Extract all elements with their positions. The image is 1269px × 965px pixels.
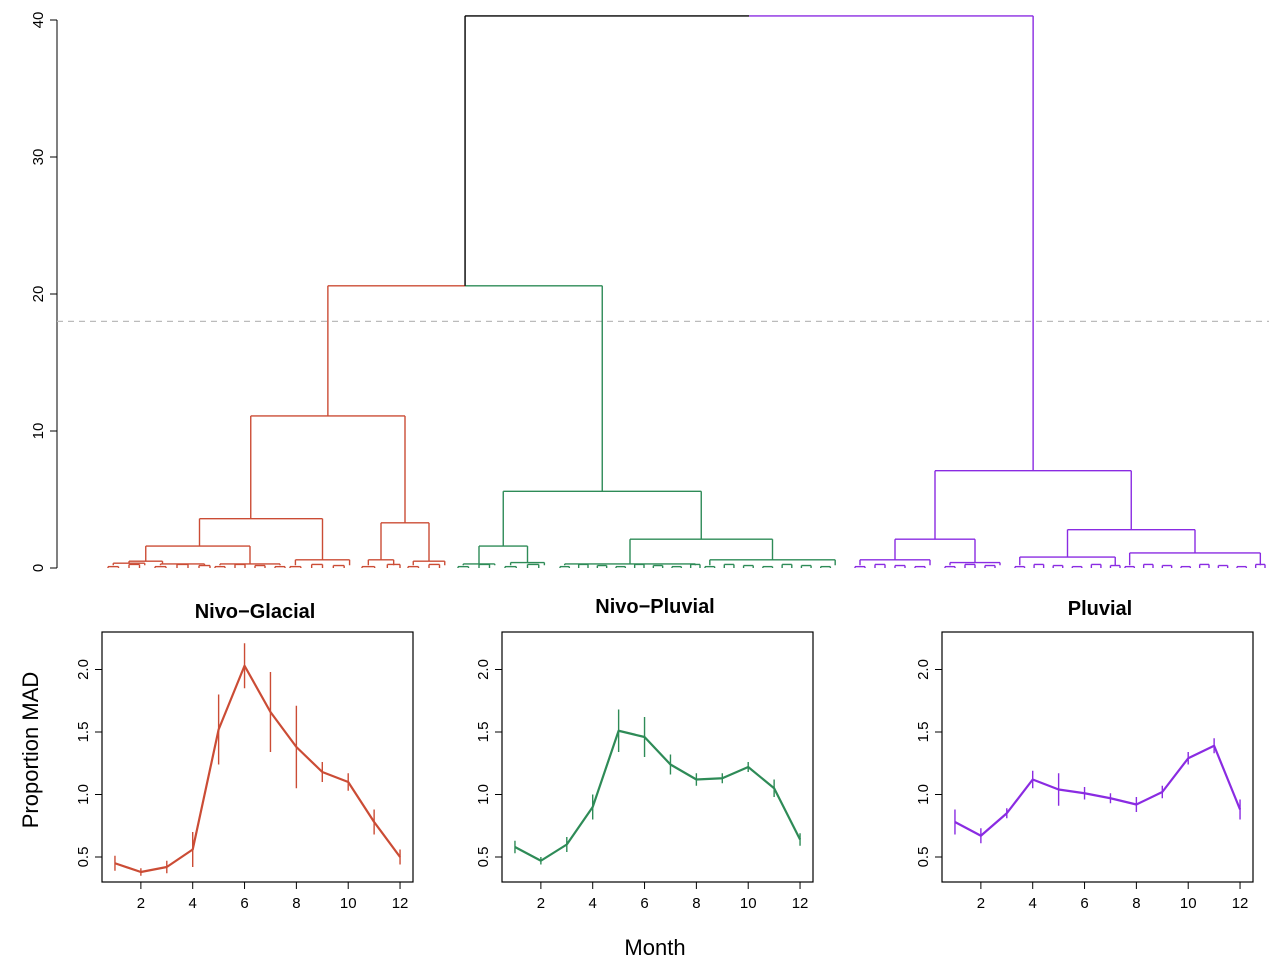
y-tick-label: 1.5 (475, 722, 492, 743)
y-tick-label: 2.0 (75, 659, 92, 680)
x-tick-label: 10 (340, 895, 357, 912)
plot-frame (941, 631, 1254, 883)
dendrogram: 0 10 20 30 40 (30, 12, 1269, 572)
x-tick-label: 8 (1132, 895, 1140, 912)
x-tick-label: 6 (240, 895, 248, 912)
dendro-y-tick-label: 20 (30, 286, 47, 303)
x-tick-label: 12 (392, 895, 409, 912)
x-tick-label: 6 (1080, 895, 1088, 912)
x-tick-label: 2 (137, 895, 145, 912)
y-tick-label: 1.0 (915, 784, 932, 805)
y-tick-label: 1.0 (475, 784, 492, 805)
x-tick-label: 12 (1232, 895, 1249, 912)
x-tick-label: 2 (537, 895, 545, 912)
dendro-y-tick-label: 30 (30, 149, 47, 166)
y-tick-label: 1.5 (75, 722, 92, 743)
x-tick-label: 8 (292, 895, 300, 912)
panel-title: Nivo−Pluvial (595, 596, 715, 618)
y-axis-title: Proportion MAD (18, 672, 43, 829)
dendro-y-tick-label: 40 (30, 12, 47, 29)
y-tick-label: 1.0 (75, 784, 92, 805)
dendro-y-tick-label: 10 (30, 423, 47, 440)
series-line (514, 729, 802, 862)
x-tick-label: 8 (692, 895, 700, 912)
y-tick-label: 1.5 (915, 722, 932, 743)
panel-nivo-glacial: Nivo−Glacial 2 4 6 8 10 12 0.5 1.0 1.5 2.0 (75, 601, 414, 912)
y-tick-label: 2.0 (475, 659, 492, 680)
x-tick-label: 4 (589, 895, 597, 912)
x-tick-label: 12 (792, 895, 809, 912)
plot-frame (501, 631, 814, 883)
x-tick-label: 4 (189, 895, 197, 912)
y-tick-label: 0.5 (915, 847, 932, 868)
y-tick-label: 2.0 (915, 659, 932, 680)
series-line (954, 744, 1242, 837)
plot-frame (101, 631, 414, 883)
panel-title: Pluvial (1068, 598, 1132, 620)
x-axis-title: Month (624, 935, 685, 960)
dendro-y-tick-label: 0 (30, 564, 47, 572)
y-tick-label: 0.5 (75, 847, 92, 868)
y-tick-label: 0.5 (475, 847, 492, 868)
panel-pluvial: Pluvial 2 4 6 8 10 12 0.5 1.0 1.5 2.0 (915, 598, 1254, 912)
x-tick-label: 4 (1029, 895, 1037, 912)
series-line (114, 664, 401, 874)
x-tick-label: 2 (977, 895, 985, 912)
panel-nivo-pluvial: Nivo−Pluvial 2 4 6 8 10 12 0.5 1.0 1.5 2.0 (475, 596, 814, 912)
x-tick-label: 10 (1180, 895, 1197, 912)
x-tick-label: 10 (740, 895, 757, 912)
x-tick-label: 6 (640, 895, 648, 912)
panel-title: Nivo−Glacial (195, 601, 316, 623)
